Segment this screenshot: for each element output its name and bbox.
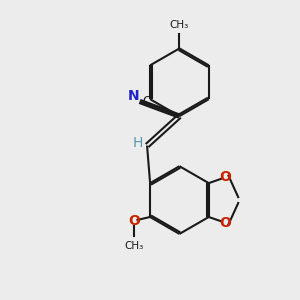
Text: O: O [219, 170, 231, 184]
Text: N: N [128, 88, 139, 103]
Text: O: O [219, 216, 231, 230]
Text: CH₃: CH₃ [124, 241, 144, 251]
Text: H: H [132, 136, 143, 150]
Text: CH₃: CH₃ [170, 20, 189, 30]
Text: O: O [128, 214, 140, 228]
Text: C: C [142, 95, 151, 108]
